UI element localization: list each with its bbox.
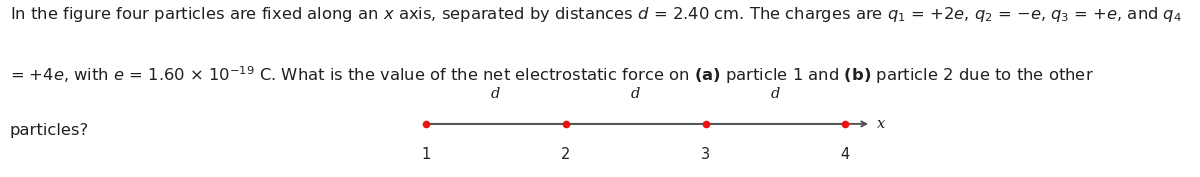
Text: 3: 3	[701, 147, 710, 162]
Text: 4: 4	[841, 147, 850, 162]
Text: d: d	[491, 87, 500, 101]
Text: particles?: particles?	[10, 123, 89, 138]
Text: d: d	[631, 87, 641, 101]
Text: d: d	[770, 87, 780, 101]
Text: x: x	[877, 117, 886, 131]
Text: = +4$e$, with $e$ = 1.60 $\times$ 10$^{-19}$ C. What is the value of the net ele: = +4$e$, with $e$ = 1.60 $\times$ 10$^{-…	[10, 65, 1093, 86]
Text: 1: 1	[421, 147, 431, 162]
Text: In the figure four particles are fixed along an $x$ axis, separated by distances: In the figure four particles are fixed a…	[10, 5, 1182, 24]
Text: 2: 2	[562, 147, 570, 162]
